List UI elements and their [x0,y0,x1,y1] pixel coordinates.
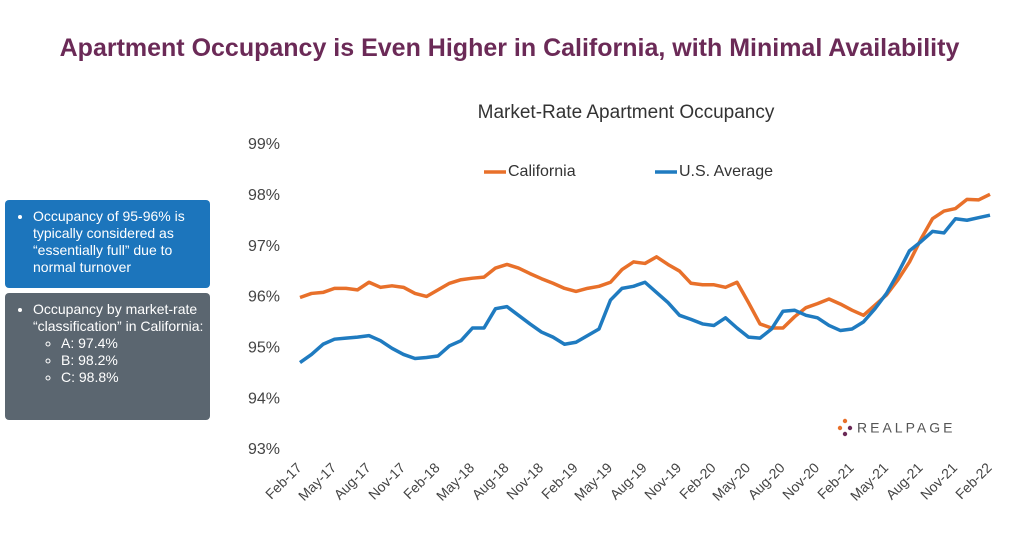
x-tick-label: May-18 [433,459,477,503]
y-tick-label: 96% [248,289,280,306]
x-tick-label: May-20 [709,459,753,503]
legend-label: California [508,163,576,180]
x-tick-label: May-17 [295,459,339,503]
y-tick-label: 95% [248,340,280,357]
note: Occupancy of 95-96% is typically conside… [33,208,204,276]
logo: REALPAGE [837,418,955,437]
note-item: C: 98.8% [61,369,204,386]
x-tick-label: Aug-21 [882,459,925,502]
logo-text: REALPAGE [857,420,955,436]
note-box: Occupancy of 95-96% is typically conside… [5,200,210,288]
series-line [298,213,991,364]
y-tick-label: 94% [248,390,280,407]
note-item: B: 98.2% [61,352,204,369]
x-tick-label: May-19 [571,459,615,503]
x-tick-label: Nov-19 [641,459,684,502]
x-tick-label: May-21 [847,459,891,503]
x-tick-label: Aug-19 [606,459,649,502]
note-item: A: 97.4% [61,335,204,352]
x-tick-label: Nov-18 [503,459,546,502]
x-tick-label: Nov-20 [779,459,822,502]
legend-label: U.S. Average [679,163,773,180]
y-tick-label: 98% [248,187,280,204]
x-tick-label: Nov-21 [917,459,960,502]
x-tick-label: Aug-17 [330,459,373,502]
note-box: Occupancy by market-rate “classification… [5,293,210,420]
x-tick-label: Nov-17 [365,459,408,502]
x-tick-label: Feb-22 [952,459,995,502]
x-tick-label: Aug-18 [468,459,511,502]
chart-title: Market-Rate Apartment Occupancy [478,102,775,123]
y-tick-label: 93% [248,441,280,458]
y-tick-label: 97% [248,238,280,255]
x-tick-label: Aug-20 [744,459,787,502]
note: Occupancy by market-rate “classification… [33,301,204,334]
y-tick-label: 99% [248,136,280,153]
series-line [299,192,991,330]
slide-title: Apartment Occupancy is Even Higher in Ca… [59,34,960,62]
